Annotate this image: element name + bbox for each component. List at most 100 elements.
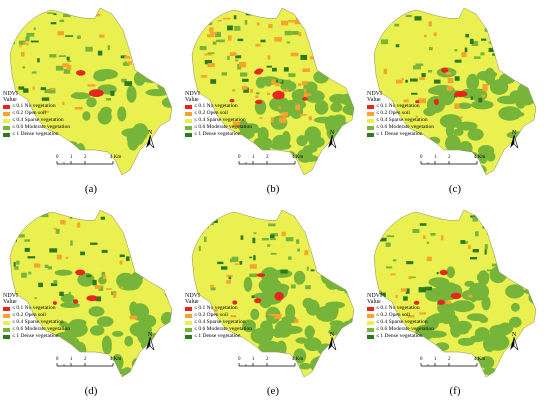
north-arrow: N bbox=[507, 128, 521, 150]
ndvi-map bbox=[9, 209, 173, 378]
scale-tick-0: 0 bbox=[56, 357, 59, 362]
legend-label: ≤ 0.1 No vegetation bbox=[376, 305, 420, 311]
legend-swatch bbox=[185, 132, 192, 137]
legend-item: ≤ 0.6 Moderate vegetation bbox=[3, 326, 123, 333]
legend-swatch bbox=[3, 118, 10, 123]
scale-tick-1: 1 bbox=[252, 155, 255, 160]
legend-swatch bbox=[185, 306, 192, 311]
scale-tick-1: 1 bbox=[70, 357, 73, 362]
scale-tick-4: 4 Km bbox=[474, 155, 486, 160]
legend-swatch bbox=[185, 334, 192, 339]
legend-title: NDVI bbox=[3, 91, 18, 97]
legend-item: ≤ 0.6 Moderate vegetation bbox=[185, 124, 305, 131]
ndvi-map bbox=[373, 7, 537, 176]
legend-item: ≤ 1 Dense vegetation bbox=[367, 333, 487, 340]
scale-tick-0: 0 bbox=[420, 155, 423, 160]
legend-item: ≤ 1 Dense vegetation bbox=[367, 131, 487, 138]
legend-label: ≤ 0.2 Open soil bbox=[376, 110, 410, 116]
legend-label: ≤ 0.4 Sparse vegetation bbox=[194, 117, 246, 123]
legend-label: ≤ 0.1 No vegetation bbox=[194, 305, 238, 311]
scale-bar: 0 1 2 4 Km bbox=[55, 155, 125, 169]
legend-swatch bbox=[3, 132, 10, 137]
legend-label: ≤ 1 Dense vegetation bbox=[12, 333, 59, 339]
panel-caption: (a) bbox=[84, 183, 98, 195]
legend-label: ≤ 0.6 Moderate vegetation bbox=[194, 326, 252, 332]
legend-label: ≤ 0.2 Open soil bbox=[376, 312, 410, 318]
legend-label: ≤ 1 Dense vegetation bbox=[194, 131, 241, 137]
north-arrow-icon: N bbox=[510, 332, 519, 351]
legend-item: ≤ 0.6 Moderate vegetation bbox=[367, 124, 487, 131]
legend-swatch bbox=[185, 327, 192, 332]
legend-label: ≤ 1 Dense vegetation bbox=[12, 131, 59, 137]
legend-swatch bbox=[367, 313, 374, 318]
scale-tick-0: 0 bbox=[238, 357, 241, 362]
scale-tick-1: 1 bbox=[434, 357, 437, 362]
legend-swatch bbox=[367, 132, 374, 137]
legend-swatch bbox=[3, 306, 10, 311]
legend: NDVI Value ≤ 0.1 No vegetation ≤ 0.2 Open… bbox=[3, 91, 123, 138]
legend-label: ≤ 0.6 Moderate vegetation bbox=[12, 124, 70, 130]
legend-label: ≤ 1 Dense vegetation bbox=[376, 131, 423, 137]
legend-label: ≤ 0.1 No vegetation bbox=[376, 103, 420, 109]
legend-label: ≤ 0.2 Open soil bbox=[194, 110, 228, 116]
north-arrow: N bbox=[143, 330, 157, 352]
scale-tick-0: 0 bbox=[56, 155, 59, 160]
legend-label: ≤ 0.4 Sparse vegetation bbox=[376, 117, 428, 123]
legend-subtitle: Value bbox=[185, 299, 199, 305]
legend-item: ≤ 0.6 Moderate vegetation bbox=[3, 124, 123, 131]
legend-item: ≤ 0.4 Sparse vegetation bbox=[3, 319, 123, 326]
north-label: N bbox=[330, 130, 335, 136]
legend-swatch bbox=[367, 334, 374, 339]
north-arrow: N bbox=[325, 330, 339, 352]
scale-tick-0: 0 bbox=[238, 155, 241, 160]
scale-tick-2: 2 bbox=[84, 155, 87, 160]
legend-label: ≤ 0.2 Open soil bbox=[12, 110, 46, 116]
legend-item: ≤ 0.2 Open soil bbox=[367, 312, 487, 319]
legend-label: ≤ 0.2 Open soil bbox=[12, 312, 46, 318]
map-panel-b: NDVI Value ≤ 0.1 No vegetation ≤ 0.2 Open… bbox=[182, 0, 364, 197]
legend: NDVI Value ≤ 0.1 No vegetation ≤ 0.2 Open… bbox=[367, 91, 487, 138]
legend-item: ≤ 0.4 Sparse vegetation bbox=[185, 319, 305, 326]
north-arrow-icon: N bbox=[328, 332, 337, 351]
scale-tick-2: 2 bbox=[266, 357, 269, 362]
legend-item: ≤ 1 Dense vegetation bbox=[185, 131, 305, 138]
legend-swatch bbox=[3, 125, 10, 130]
legend-swatch bbox=[367, 320, 374, 325]
legend-swatch bbox=[3, 104, 10, 109]
legend-subtitle: Value bbox=[3, 97, 17, 103]
legend-label: ≤ 0.4 Sparse vegetation bbox=[376, 319, 428, 325]
north-label: N bbox=[148, 130, 153, 136]
north-label: N bbox=[148, 332, 153, 338]
legend-label: ≤ 0.1 No vegetation bbox=[194, 103, 238, 109]
ndvi-map bbox=[191, 7, 355, 176]
scale-tick-1: 1 bbox=[252, 357, 255, 362]
legend-label: ≤ 0.6 Moderate vegetation bbox=[376, 326, 434, 332]
legend-subtitle: Value bbox=[367, 299, 381, 305]
north-arrow-icon: N bbox=[510, 130, 519, 149]
scale-tick-4: 4 Km bbox=[292, 357, 304, 362]
legend: NDVI Value ≤ 0.1 No vegetation ≤ 0.2 Open… bbox=[367, 293, 487, 340]
scale-tick-1: 1 bbox=[434, 155, 437, 160]
scale-tick-4: 4 Km bbox=[474, 357, 486, 362]
map-panel-a: NDVI Value ≤ 0.1 No vegetation ≤ 0.2 Open… bbox=[0, 0, 182, 197]
north-arrow: N bbox=[325, 128, 339, 150]
legend-swatch bbox=[367, 118, 374, 123]
legend-label: ≤ 0.4 Sparse vegetation bbox=[194, 319, 246, 325]
scale-bar: 0 1 2 4 Km bbox=[419, 155, 489, 169]
scale-bar: 0 1 2 4 Km bbox=[419, 357, 489, 371]
legend-swatch bbox=[3, 327, 10, 332]
legend-item: ≤ 0.1 No vegetation bbox=[367, 305, 487, 312]
legend-item: ≤ 0.1 No vegetation bbox=[367, 103, 487, 110]
legend-swatch bbox=[367, 104, 374, 109]
panel-caption: (f) bbox=[449, 385, 461, 397]
north-arrow-icon: N bbox=[146, 332, 155, 351]
legend-swatch bbox=[185, 125, 192, 130]
legend-item: ≤ 0.1 No vegetation bbox=[3, 103, 123, 110]
ndvi-map bbox=[9, 7, 173, 176]
legend-swatch bbox=[3, 111, 10, 116]
legend-title: NDVI bbox=[367, 91, 382, 97]
scale-tick-2: 2 bbox=[266, 155, 269, 160]
legend-item: ≤ 0.6 Moderate vegetation bbox=[367, 326, 487, 333]
legend-swatch bbox=[185, 118, 192, 123]
